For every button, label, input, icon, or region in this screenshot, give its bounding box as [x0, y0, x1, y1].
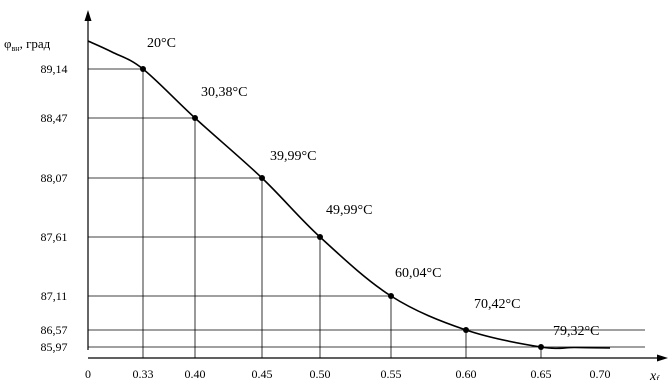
- data-point-6: [538, 344, 544, 350]
- x-tick-label-2: 0.40: [185, 367, 206, 380]
- x-tick-label-0: 0: [85, 367, 91, 380]
- series-curve: [87, 40, 611, 350]
- chart-marks: [140, 66, 544, 350]
- y-tick-label-1: 88,47: [41, 111, 68, 125]
- x-axis-label: xf: [649, 369, 660, 380]
- data-label-5: 70,42°C: [474, 297, 520, 312]
- data-point-2: [259, 175, 265, 181]
- chart-labels: 20°C 30,38°C 39,99°C 49,99°C 60,04°C 70,42°C 7…: [41, 36, 611, 380]
- y-axis-label: φвн, град: [4, 36, 51, 53]
- x-tick-label-1: 0.33: [133, 367, 154, 380]
- data-label-1: 30,38°C: [201, 85, 247, 100]
- guide-lines: [88, 68, 645, 358]
- x-tick-label-3: 0.45: [252, 367, 273, 380]
- axes: [84, 10, 668, 362]
- x-tick-label-8: 0.70: [590, 367, 611, 380]
- y-tick-label-3: 87,61: [41, 230, 68, 244]
- x-tick-label-7: 0.65: [531, 367, 552, 380]
- data-label-4: 60,04°C: [395, 266, 441, 281]
- x-tick-label-5: 0.55: [381, 367, 402, 380]
- y-tick-label-0: 89,14: [41, 62, 68, 76]
- data-point-5: [463, 327, 469, 333]
- y-tick-label-2: 88,07: [41, 171, 68, 185]
- x-tick-label-4: 0.50: [310, 367, 331, 380]
- data-point-4: [388, 293, 394, 299]
- data-label-0: 20°C: [147, 36, 176, 51]
- data-point-1: [192, 115, 198, 121]
- y-tick-label-5: 86,57: [41, 323, 68, 337]
- data-label-3: 49,99°C: [326, 203, 372, 218]
- y-axis-arrow: [84, 10, 92, 21]
- x-tick-label-6: 0.60: [456, 367, 477, 380]
- data-point-3: [317, 234, 323, 240]
- data-label-6: 79,32°C: [553, 324, 599, 339]
- data-label-2: 39,99°C: [270, 149, 316, 164]
- y-tick-label-6: 85,97: [41, 340, 68, 354]
- y-tick-label-4: 87,11: [41, 289, 68, 303]
- x-axis-arrow: [657, 354, 668, 362]
- data-point-0: [140, 66, 146, 72]
